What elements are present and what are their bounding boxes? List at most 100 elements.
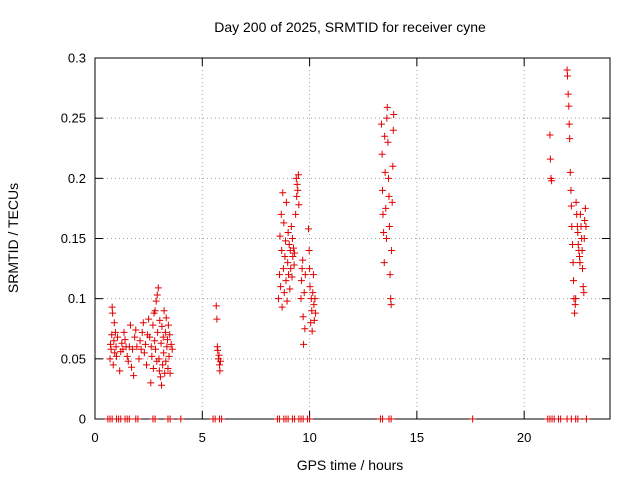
data-point xyxy=(386,271,394,279)
data-point xyxy=(387,295,395,303)
data-point xyxy=(579,283,587,291)
data-point xyxy=(383,114,391,122)
data-point xyxy=(274,295,282,303)
data-point xyxy=(137,345,145,353)
data-point xyxy=(281,253,289,261)
data-point xyxy=(287,222,295,230)
data-point xyxy=(469,415,477,423)
data-point xyxy=(307,319,315,327)
data-point xyxy=(292,174,300,182)
data-point xyxy=(565,120,573,128)
plot-frame xyxy=(94,57,611,420)
data-point xyxy=(289,253,297,261)
data-point xyxy=(379,210,387,218)
data-point xyxy=(295,201,303,209)
y-tick-label: 0.05 xyxy=(61,351,86,366)
data-point xyxy=(306,283,314,291)
x-tick-label: 10 xyxy=(302,430,316,445)
data-point xyxy=(380,259,388,267)
data-point xyxy=(557,415,565,423)
data-point xyxy=(377,120,385,128)
data-point xyxy=(162,314,170,322)
data-point xyxy=(151,337,159,345)
data-point xyxy=(152,345,160,353)
data-point xyxy=(293,180,301,188)
y-tick-label: 0.3 xyxy=(68,51,86,66)
data-point xyxy=(167,340,175,348)
data-point xyxy=(213,315,221,323)
data-point xyxy=(277,210,285,218)
data-point xyxy=(582,222,590,230)
data-point xyxy=(385,174,393,182)
data-point xyxy=(162,357,170,365)
data-point xyxy=(311,295,319,303)
data-point xyxy=(158,322,166,330)
data-point xyxy=(289,244,297,252)
y-tick-label: 0 xyxy=(79,412,86,427)
data-point xyxy=(112,343,120,351)
data-point xyxy=(130,372,138,380)
data-point xyxy=(140,349,148,357)
data-point xyxy=(306,415,314,423)
y-tick-label: 0.25 xyxy=(61,111,86,126)
data-point xyxy=(566,168,574,176)
data-point xyxy=(214,346,222,354)
chart-title: Day 200 of 2025, SRMTID for receiver cyn… xyxy=(214,19,486,35)
data-point xyxy=(120,328,128,336)
data-point xyxy=(149,321,157,329)
data-point xyxy=(280,289,288,297)
data-point xyxy=(566,135,574,143)
x-axis-label: GPS time / hours xyxy=(297,457,404,473)
data-point xyxy=(305,225,313,233)
data-point xyxy=(309,271,317,279)
data-point xyxy=(123,352,131,360)
data-point xyxy=(297,277,305,285)
y-tick-label: 0.15 xyxy=(61,231,86,246)
data-point xyxy=(382,235,390,242)
data-point xyxy=(379,186,387,194)
data-point xyxy=(293,192,301,200)
data-point xyxy=(563,66,571,74)
data-point xyxy=(160,307,168,315)
data-point xyxy=(164,321,172,329)
data-point xyxy=(287,265,295,273)
data-point xyxy=(282,237,290,245)
data-point xyxy=(276,271,284,279)
data-point xyxy=(284,228,292,236)
data-point xyxy=(301,271,309,279)
data-point xyxy=(127,363,135,371)
data-point xyxy=(134,415,142,423)
data-point xyxy=(388,198,396,206)
data-point xyxy=(151,307,159,315)
data-point xyxy=(312,309,320,317)
data-point xyxy=(151,415,159,423)
data-point xyxy=(380,228,388,236)
data-point xyxy=(581,204,589,212)
data-point xyxy=(309,289,317,297)
data-point xyxy=(285,241,293,249)
data-point xyxy=(154,284,162,292)
data-point xyxy=(292,210,300,218)
data-point xyxy=(310,301,318,309)
data-point xyxy=(388,247,396,255)
data-point xyxy=(166,331,174,339)
data-point xyxy=(299,313,307,321)
data-point xyxy=(135,355,143,363)
data-point xyxy=(139,319,147,327)
data-point xyxy=(286,285,294,293)
data-point xyxy=(280,219,288,227)
data-points xyxy=(104,66,590,423)
data-point xyxy=(163,343,171,351)
data-point xyxy=(276,232,284,240)
data-point xyxy=(578,247,586,255)
axis-ticks: 0 0.05 0.1 0.15 0.2 0.25 0.3 0 5 10 15 20 xyxy=(61,51,610,445)
data-point xyxy=(164,336,172,344)
data-point xyxy=(131,333,139,341)
data-point xyxy=(572,198,580,206)
data-point xyxy=(580,235,588,242)
data-point xyxy=(138,328,146,336)
data-point xyxy=(157,339,165,347)
data-point xyxy=(277,283,285,291)
data-point xyxy=(288,273,296,281)
data-point xyxy=(215,351,223,359)
